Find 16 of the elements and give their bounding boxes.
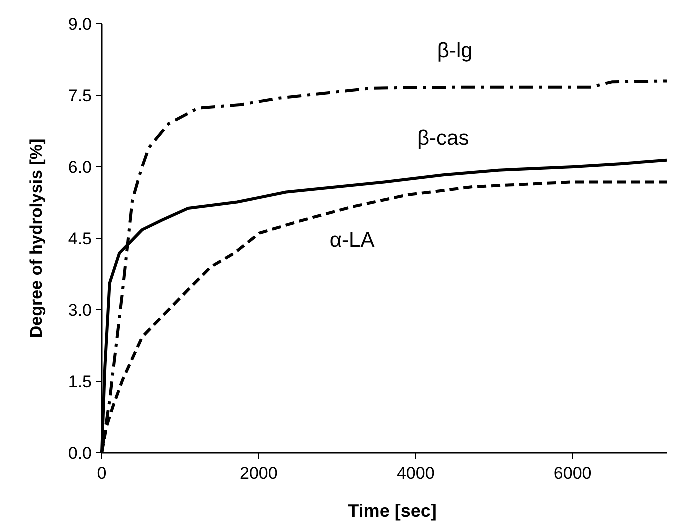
y-axis-title: Degree of hydrolysis [%] — [27, 138, 46, 338]
x-tick-label: 0 — [97, 464, 107, 483]
y-tick-label: 0.0 — [68, 444, 92, 463]
series-label: β-lg — [437, 39, 473, 62]
y-tick-label: 6.0 — [68, 158, 92, 177]
y-tick-label: 1.5 — [68, 372, 92, 392]
y-tick-label: 3.0 — [68, 300, 92, 320]
x-axis-title: Time [sec] — [348, 501, 437, 521]
x-tick-label: 4000 — [396, 464, 435, 483]
series-label: α-LA — [330, 229, 375, 252]
series-label: β-cas — [417, 127, 470, 150]
y-tick-label: 7.5 — [68, 86, 92, 106]
y-tick-label: 9.0 — [68, 14, 92, 34]
y-tick-label: 4.5 — [68, 229, 92, 248]
x-tick-label: 6000 — [554, 464, 592, 483]
x-tick-label: 2000 — [240, 464, 278, 483]
